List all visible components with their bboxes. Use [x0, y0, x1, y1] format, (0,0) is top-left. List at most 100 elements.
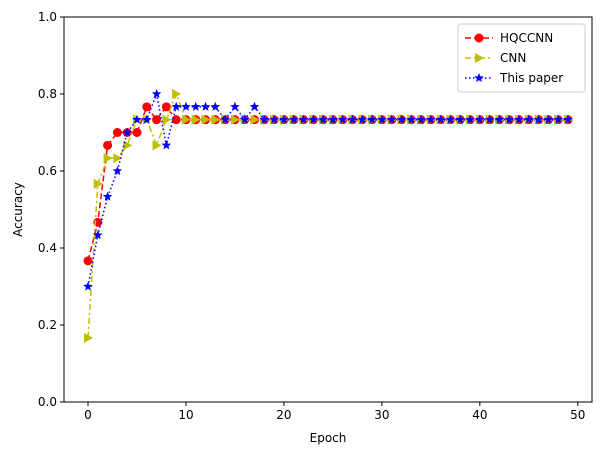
data-point [191, 101, 201, 111]
series-hqccnn [83, 102, 573, 266]
data-point [455, 114, 465, 124]
data-point [210, 101, 221, 111]
y-tick-label: 0.6 [38, 164, 57, 178]
x-tick-label: 40 [472, 408, 487, 422]
data-point [259, 114, 270, 124]
data-point [123, 140, 133, 151]
data-point [337, 114, 348, 124]
legend-marker [474, 33, 484, 43]
legend-label: CNN [500, 51, 526, 65]
data-point [83, 281, 93, 291]
data-point [84, 332, 93, 343]
data-point [172, 89, 182, 99]
legend-label: HQCCNN [500, 31, 553, 45]
data-point [113, 153, 123, 164]
data-point [220, 114, 230, 124]
data-point [465, 114, 475, 124]
plot-frame [63, 16, 593, 403]
x-tick-label: 30 [374, 408, 389, 422]
data-point [103, 153, 113, 164]
data-point [181, 114, 191, 125]
x-tick-label: 20 [276, 408, 291, 422]
x-tick-label: 50 [570, 408, 585, 422]
data-point [386, 114, 397, 124]
data-point [103, 140, 113, 150]
legend: HQCCNN CNN This paper [457, 23, 586, 93]
data-point [142, 114, 152, 124]
y-tick-label: 0.0 [38, 395, 57, 409]
data-point [367, 114, 377, 124]
data-point [475, 114, 485, 124]
data-point [484, 114, 495, 124]
x-axis-label: Epoch [310, 431, 347, 445]
data-point [152, 140, 162, 151]
data-point [328, 114, 338, 124]
data-point [152, 115, 162, 125]
data-point [289, 114, 299, 124]
data-point [93, 178, 103, 189]
data-point [161, 140, 172, 150]
y-tick-label: 1.0 [38, 10, 57, 24]
data-point [514, 114, 524, 124]
data-point [230, 101, 240, 111]
data-point [494, 114, 505, 124]
data-point [377, 114, 387, 124]
data-point [171, 101, 181, 111]
data-point [250, 114, 260, 125]
data-point [406, 114, 416, 124]
data-point [524, 114, 534, 124]
data-point [543, 114, 554, 124]
data-point [171, 115, 181, 125]
data-point [347, 114, 358, 124]
data-point [435, 114, 446, 124]
series-line [87, 105, 568, 262]
data-point [308, 114, 319, 124]
data-point [132, 114, 142, 124]
data-point [191, 114, 201, 125]
data-point [83, 256, 93, 266]
legend-marker [475, 53, 484, 63]
data-point [211, 114, 221, 125]
y-tick-label: 0.4 [38, 241, 57, 255]
data-point [279, 114, 289, 124]
data-point [93, 230, 103, 240]
data-point [426, 114, 436, 124]
data-point [200, 101, 211, 111]
y-axis-label: Accuracy [11, 182, 25, 237]
series-cnn [84, 89, 573, 343]
data-point [416, 114, 426, 124]
data-point [396, 114, 407, 124]
x-tick-label: 0 [84, 408, 92, 422]
legend-marker [474, 73, 484, 82]
data-point [181, 101, 191, 111]
data-point [240, 114, 250, 124]
data-point [151, 89, 162, 98]
data-point [230, 114, 240, 125]
data-point [249, 101, 260, 111]
data-point [162, 114, 172, 125]
data-point [533, 114, 544, 124]
data-point [563, 114, 573, 124]
data-point [269, 114, 279, 124]
data-point [553, 114, 563, 124]
data-point [201, 114, 211, 125]
y-tick-label: 0.8 [38, 87, 57, 101]
series-line [87, 91, 568, 338]
data-point [142, 102, 152, 112]
data-point [102, 191, 113, 201]
data-point [161, 102, 171, 112]
data-point [112, 128, 122, 137]
series-this-paper [83, 89, 573, 291]
legend-label: This paper [499, 71, 563, 85]
data-point [132, 128, 142, 137]
data-point [122, 127, 132, 137]
data-point [298, 114, 309, 124]
y-tick-label: 0.2 [38, 318, 57, 332]
data-point [318, 114, 328, 124]
data-point [357, 114, 367, 124]
legend-box [457, 23, 586, 93]
x-tick-label: 10 [178, 408, 193, 422]
data-point [445, 114, 456, 124]
